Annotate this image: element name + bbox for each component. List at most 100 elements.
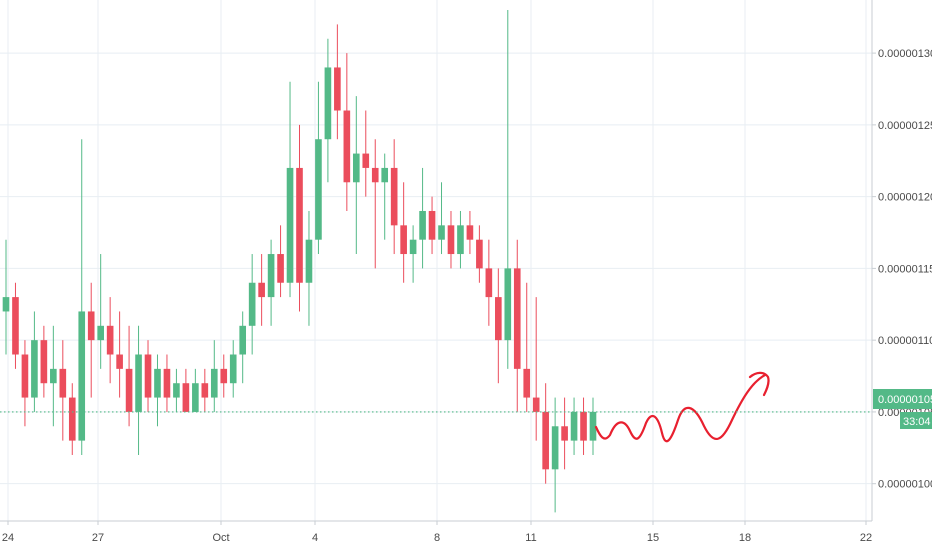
countdown-tag-value: 33:04 — [903, 416, 931, 428]
candle — [296, 124, 303, 312]
candle-body — [457, 225, 464, 255]
candle-body — [476, 239, 483, 269]
candle-body — [163, 368, 171, 398]
candle — [68, 383, 76, 455]
candle — [315, 81, 322, 255]
y-tick-label: 0.00000115 — [878, 263, 932, 275]
candle — [409, 225, 417, 283]
candle — [50, 325, 57, 427]
candle — [466, 210, 474, 255]
candle — [173, 368, 180, 412]
candle-body — [267, 254, 275, 298]
candle-body — [381, 167, 389, 183]
candle-body — [447, 225, 455, 255]
candle-body — [523, 368, 531, 398]
x-tick-label: 18 — [739, 532, 751, 544]
candle-body — [400, 225, 407, 255]
candle — [12, 282, 19, 369]
candle-body — [485, 268, 493, 298]
candle-body — [21, 354, 29, 398]
candle — [97, 254, 104, 369]
candle — [324, 38, 332, 183]
candle-body — [315, 139, 322, 240]
candle-body — [334, 67, 341, 111]
x-axis-labels[interactable]: 24 27 Oct 4 8 11 15 18 22 — [2, 521, 872, 544]
candle-body — [343, 110, 351, 183]
candle — [163, 354, 171, 412]
trend-drawing — [594, 371, 770, 443]
price-tag-value: 0.00000105 — [878, 394, 932, 406]
candle — [125, 325, 133, 427]
candle-body — [504, 268, 512, 341]
candle-body — [59, 368, 67, 398]
candle-body — [50, 368, 57, 384]
candle-body — [144, 354, 152, 398]
candle-body — [87, 311, 95, 341]
x-tick-label: 27 — [92, 532, 104, 544]
candle — [551, 397, 559, 513]
candle-body — [324, 67, 332, 140]
candle-body — [220, 368, 228, 384]
candle — [352, 96, 360, 255]
current-price-tag: 0.00000105 33:04 — [873, 389, 932, 429]
y-tick-label: 0.00000125 — [878, 120, 932, 132]
candle — [570, 397, 578, 455]
candle — [229, 340, 237, 398]
candle — [31, 311, 38, 412]
candle-body — [154, 368, 161, 398]
y-tick-label: 0.00000110 — [878, 335, 932, 347]
candle — [192, 368, 199, 412]
candle — [447, 210, 455, 269]
candle — [428, 196, 436, 255]
candle-body — [561, 426, 568, 441]
candle-body — [495, 297, 502, 341]
candle — [40, 325, 48, 398]
candle — [267, 239, 275, 326]
candle-body — [513, 268, 521, 369]
x-tick-label: 24 — [2, 532, 14, 544]
candle — [504, 10, 512, 369]
x-tick-label: 4 — [312, 532, 318, 544]
candle-body — [97, 325, 104, 341]
hand-drawn-projection — [594, 373, 767, 443]
candle — [371, 139, 379, 269]
candle-body — [419, 210, 426, 240]
candle-body — [286, 167, 294, 283]
candle-body — [68, 397, 76, 441]
x-tick-label: 11 — [525, 532, 536, 544]
arrow-head — [748, 371, 770, 397]
candle — [182, 368, 190, 412]
candle — [343, 53, 351, 211]
candle-body — [532, 397, 540, 412]
candle — [400, 182, 407, 283]
x-tick-label: Oct — [212, 532, 229, 544]
candle — [21, 340, 29, 427]
candle-body — [277, 254, 284, 283]
candle-body — [371, 167, 379, 183]
candle — [580, 397, 587, 455]
candle-body — [40, 340, 48, 384]
candle — [362, 110, 370, 197]
candle — [154, 354, 161, 427]
candle-body — [466, 225, 474, 240]
candle — [476, 225, 483, 283]
candle — [513, 239, 521, 412]
candle — [220, 354, 228, 398]
candle-body — [390, 167, 398, 226]
candle — [485, 239, 493, 326]
candle-body — [12, 297, 19, 355]
candle-body — [296, 167, 303, 283]
candle — [201, 368, 209, 412]
y-tick-label: 0.00000130 — [878, 48, 932, 60]
y-axis-labels[interactable]: 0.00000100 0.00000105 0.00000110 0.00000115… — [872, 48, 932, 491]
y-tick-label: 0.00000100 — [878, 479, 932, 491]
candle — [106, 297, 114, 384]
countdown-tag-bg — [900, 412, 932, 429]
candle — [438, 182, 445, 255]
candle — [589, 397, 597, 455]
candle — [144, 340, 152, 412]
candle-body — [305, 239, 313, 283]
candle-body — [135, 354, 142, 412]
candle — [78, 139, 86, 455]
candle-body — [239, 325, 247, 355]
